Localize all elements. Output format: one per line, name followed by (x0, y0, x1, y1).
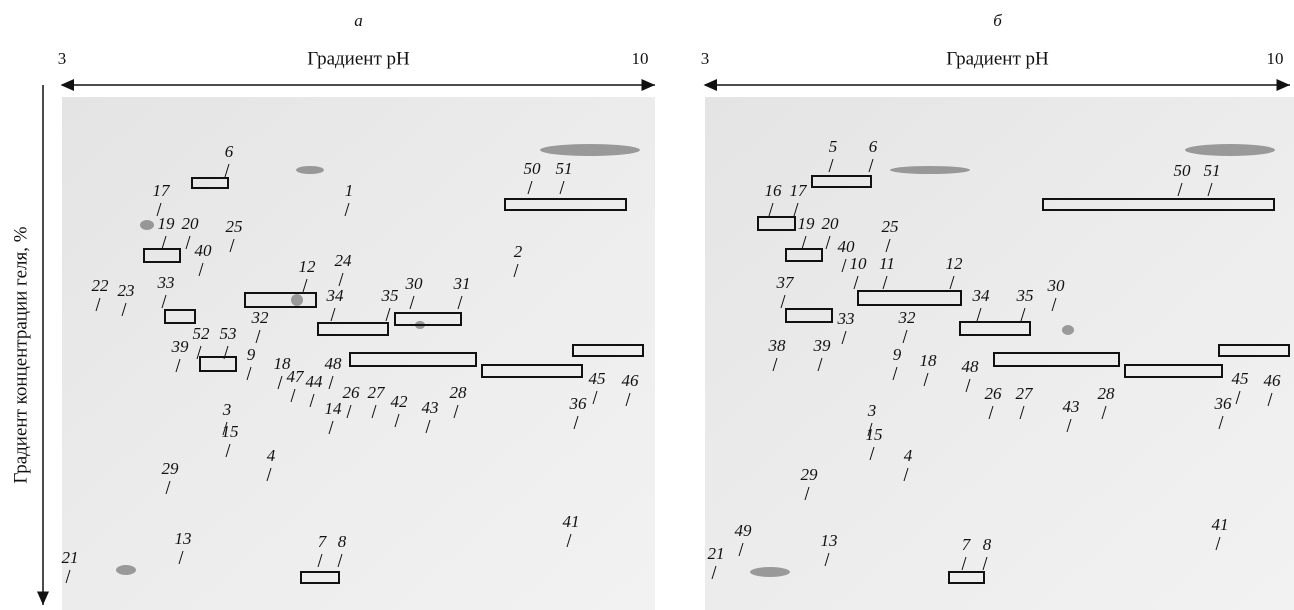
spot-label: 28 (1098, 384, 1116, 403)
spot-label: 32 (898, 308, 917, 327)
panel-letter: а (354, 11, 363, 30)
panel-letter: б (993, 11, 1002, 30)
spot-label: 26 (343, 383, 361, 402)
spot-label: 21 (62, 548, 79, 567)
spot-label: 45 (589, 369, 606, 388)
spot-label: 1 (345, 181, 354, 200)
spot-label: 24 (335, 251, 353, 270)
spot-label: 44 (306, 372, 324, 391)
spot-label: 4 (904, 446, 913, 465)
spot-label: 35 (381, 286, 399, 305)
spot-label: 38 (768, 336, 787, 355)
spot-label: 5 (829, 137, 838, 156)
spot-label: 45 (1232, 369, 1249, 388)
spot-label: 53 (220, 324, 237, 343)
spot-label: 22 (92, 276, 110, 295)
spot-label: 43 (1063, 397, 1080, 416)
spot-label: 8 (338, 532, 347, 551)
spot-label: 40 (195, 241, 213, 260)
ph-max: 10 (632, 49, 649, 68)
spot-label: 14 (325, 399, 343, 418)
spot-label: 48 (325, 354, 343, 373)
ph-axis-title: Градиент pH (946, 48, 1049, 69)
spot-label: 51 (1204, 161, 1221, 180)
spot-label: 39 (171, 337, 190, 356)
spot-label: 39 (813, 336, 832, 355)
spot-label: 46 (1264, 371, 1282, 390)
ph-axis-title: Градиент pH (307, 48, 410, 69)
spot-label: 50 (524, 159, 542, 178)
spot-label: 42 (391, 392, 409, 411)
spot-label: 18 (920, 351, 938, 370)
spot-label: 12 (946, 254, 964, 273)
spot-label: 49 (735, 521, 753, 540)
spot-label: 50 (1174, 161, 1192, 180)
spot-label: 30 (1047, 276, 1066, 295)
spot-label: 13 (175, 529, 192, 548)
spot-label: 41 (1212, 515, 1229, 534)
spot-label: 19 (158, 214, 176, 233)
spot-label: 20 (822, 214, 840, 233)
spot-label: 8 (983, 535, 992, 554)
spot-label: 4 (267, 446, 276, 465)
spot-label: 28 (450, 383, 468, 402)
spot-label: 26 (985, 384, 1003, 403)
spot-label: 6 (225, 142, 234, 161)
spot-label: 11 (879, 254, 895, 273)
spot-label: 9 (247, 345, 256, 364)
spot-label: 15 (222, 422, 239, 441)
spot-label: 31 (453, 274, 471, 293)
spot-label: 13 (821, 531, 838, 550)
spot-label: 47 (287, 367, 306, 386)
spot-label: 23 (118, 281, 135, 300)
spot-label: 51 (556, 159, 573, 178)
spot-label: 9 (893, 345, 902, 364)
spot-label: 33 (157, 273, 175, 292)
spot-label: 33 (837, 309, 855, 328)
spot-label: 20 (182, 214, 200, 233)
spot-label: 25 (882, 217, 899, 236)
spot-label: 17 (153, 181, 172, 200)
spot-label: 48 (962, 357, 980, 376)
spot-label: 36 (1214, 394, 1233, 413)
spot-label: 10 (850, 254, 868, 273)
spot-label: 3 (222, 400, 232, 419)
spot-label: 21 (708, 544, 725, 563)
spot-label: 43 (422, 398, 439, 417)
spot-label: 46 (622, 371, 640, 390)
spot-label: 36 (569, 394, 588, 413)
spot-label: 30 (405, 274, 424, 293)
spot-label: 32 (251, 308, 270, 327)
y-axis-title: Градиент концентрации геля, % (10, 226, 31, 483)
spot-label: 27 (1016, 384, 1035, 403)
spot-label: 41 (563, 512, 580, 531)
spot-label: 37 (776, 273, 796, 292)
spot-label: 35 (1016, 286, 1034, 305)
spot-label: 16 (765, 181, 783, 200)
spot-label: 52 (193, 324, 211, 343)
spot-label: 27 (368, 383, 387, 402)
spot-label: 15 (866, 425, 883, 444)
spot-label: 29 (801, 465, 819, 484)
spot-label: 34 (972, 286, 991, 305)
spot-label: 3 (867, 401, 877, 420)
spot-label: 19 (798, 214, 816, 233)
spot-label: 29 (162, 459, 180, 478)
ph-min: 3 (701, 49, 710, 68)
spot-label: 17 (790, 181, 809, 200)
spot-label: 25 (226, 217, 243, 236)
ph-max: 10 (1267, 49, 1284, 68)
spot-label: 12 (299, 257, 317, 276)
ph-min: 3 (58, 49, 67, 68)
spot-label: 34 (326, 286, 345, 305)
spot-label: 6 (869, 137, 878, 156)
spot-label: 2 (514, 242, 523, 261)
figure: Градиент концентрации геля, % а 3 Градиент… (0, 0, 1294, 610)
